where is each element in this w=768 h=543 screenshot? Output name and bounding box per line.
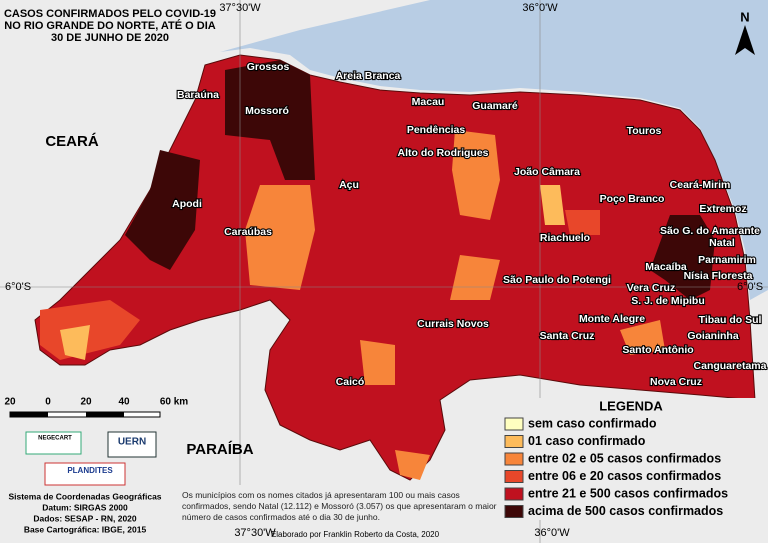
mossoro-region [225, 60, 315, 180]
city-label: Macau [412, 96, 445, 108]
legend-swatch [504, 417, 524, 431]
city-label: Tibau do Sul [699, 314, 762, 326]
logo-text: PLANDITES [67, 466, 113, 475]
state-label: CEARÁ [45, 133, 99, 150]
city-label: Santo Antônio [622, 344, 693, 356]
orange-region [360, 340, 395, 385]
city-label: Areia Branca [336, 70, 401, 82]
city-label: Macaíba [645, 261, 687, 273]
city-label: Natal [709, 237, 735, 249]
note: Os municípios com os nomes citados já ap… [182, 490, 497, 522]
city-label: Touros [627, 125, 662, 137]
city-label: Currais Novos [417, 318, 489, 330]
footer-line: Sistema de Coordenadas Geográficas [8, 491, 161, 501]
title-box [0, 0, 220, 58]
footer-line: Dados: SESAP - RN, 2020 [33, 513, 137, 523]
city-label: Santa Cruz [540, 330, 595, 342]
apodi-region [125, 150, 200, 270]
city-label: São G. do Amarante [660, 225, 760, 237]
note-box [180, 485, 500, 543]
logo-box [107, 431, 157, 458]
legend-label: 01 caso confirmado [528, 434, 646, 448]
scale-label: 60 km [160, 397, 188, 408]
city-label: Caicó [336, 376, 365, 388]
orange-region [245, 185, 315, 290]
legend-label: entre 06 e 20 casos confirmados [528, 469, 721, 483]
graticule-label: 36°0'W [534, 527, 570, 539]
title-line: NO RIO GRANDE DO NORTE, ATÉ O DIA [4, 19, 216, 32]
title-line: 30 DE JUNHO DE 2020 [51, 32, 169, 44]
city-label: Mossoró [245, 105, 289, 117]
logo-box [25, 431, 82, 455]
graticule-label: 36°0'W [522, 2, 558, 14]
scale-label: 40 [118, 397, 130, 408]
city-label: Baraúna [177, 89, 219, 101]
city-label: Açu [339, 179, 359, 191]
legend-swatch [504, 505, 524, 518]
city-label: Goianinha [687, 330, 738, 342]
legend-swatch [504, 435, 524, 448]
yellow-region [60, 325, 90, 360]
graticule-label: 37°30'W [219, 2, 261, 14]
city-label: Parnamirim [698, 254, 756, 266]
scale-bar-segment [10, 412, 48, 417]
orange-region [452, 130, 500, 220]
city-label: Ceará-Mirim [670, 179, 731, 191]
city-label: Riachuelo [540, 232, 590, 244]
scale-label: 0 [45, 397, 51, 408]
city-label: São Paulo do Potengi [503, 274, 611, 286]
graticule-label: 6°0'S [5, 281, 31, 293]
city-label: Nísia Floresta [684, 270, 753, 282]
city-label: S. J. de Mipibu [631, 295, 705, 307]
logo-text: UERN [118, 437, 146, 448]
city-label: Apodi [172, 198, 202, 210]
footer-line: Datum: SIRGAS 2000 [42, 502, 128, 512]
legend-swatch [504, 470, 524, 483]
credit: Elaborado por Franklin Roberto da Costa,… [271, 530, 440, 539]
sea [220, 0, 768, 300]
orange-region [395, 450, 430, 480]
city-label: Poço Branco [600, 193, 665, 205]
legend-swatch [504, 487, 524, 501]
legend-label: sem caso confirmado [528, 416, 657, 430]
legend-title: LEGENDA [599, 398, 663, 413]
legend-swatch [504, 452, 524, 466]
logo-box [44, 462, 126, 486]
title-line: CASOS CONFIRMADOS PELO COVID-19 [4, 8, 216, 20]
scale-bar-segment [86, 412, 124, 417]
north-label: N [740, 9, 749, 24]
orange-region [565, 210, 600, 235]
legend-label: entre 21 e 500 casos confirmados [528, 486, 728, 500]
orange-region [450, 255, 500, 300]
yellow-region [540, 185, 565, 225]
city-label: Pendências [407, 124, 466, 136]
legend-label: entre 02 e 05 casos confirmados [528, 451, 721, 465]
scale-label: 20 [4, 397, 16, 408]
city-label: Guamaré [472, 100, 518, 112]
orange-region [620, 320, 665, 355]
footer-line: Base Cartográfica: IBGE, 2015 [24, 524, 147, 534]
graticule-label: 37°30'W [234, 527, 276, 539]
city-label: Extremoz [699, 203, 746, 215]
city-label: Vera Cruz [627, 282, 675, 294]
scale-label: 20 [80, 397, 92, 408]
graticule-label: 6°0'S [737, 281, 763, 293]
city-label: Caraúbas [224, 226, 272, 238]
city-label: Canguaretama [694, 360, 767, 372]
legend-label: acima de 500 casos confirmados [528, 504, 723, 518]
north-arrow [735, 25, 755, 55]
city-label: Nova Cruz [650, 376, 702, 388]
city-label: Alto do Rodrigues [398, 147, 489, 159]
city-label: Grossos [247, 61, 290, 73]
legend-box [500, 398, 768, 520]
natal-region [650, 215, 715, 300]
logo-text: NEGECART [38, 436, 72, 442]
city-label: João Câmara [514, 166, 580, 178]
city-label: Monte Alegre [579, 313, 645, 325]
state-label: PARAÍBA [186, 441, 253, 458]
